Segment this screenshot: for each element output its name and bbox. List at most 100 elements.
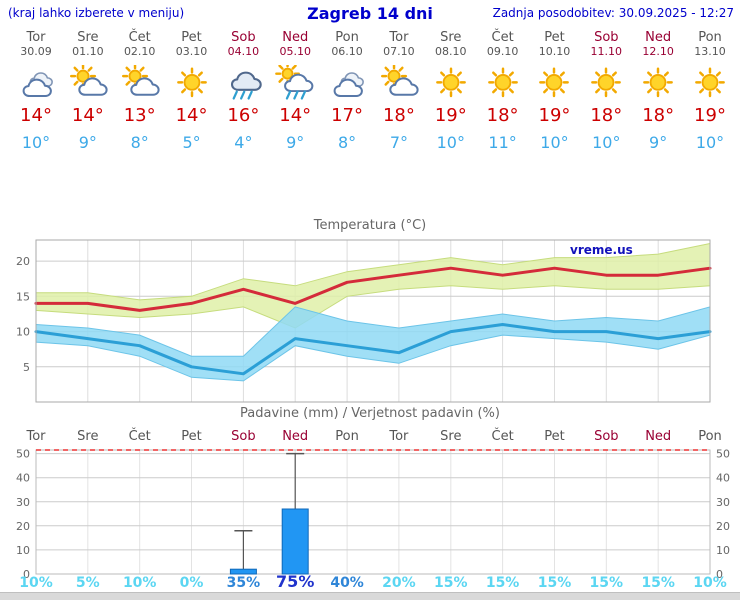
- weather-icon-sunny: [684, 58, 736, 104]
- precip-day-label: Pet: [181, 429, 201, 444]
- weather-icon-cloudy: [10, 58, 62, 104]
- precip-y-tick-left: 40: [16, 472, 30, 485]
- icon-svg: [176, 67, 207, 98]
- day-column-12[interactable]: Ned 12.10 18° 9°: [632, 30, 684, 152]
- temp-y-tick: 20: [16, 255, 30, 268]
- temp-max: 18°: [486, 105, 519, 126]
- precip-y-tick-left: 0: [23, 568, 30, 581]
- temperature-chart-title: Temperatura (°C): [313, 218, 427, 233]
- day-column-5[interactable]: Ned 05.10 14° 9°: [269, 30, 321, 152]
- temp-max: 14°: [175, 105, 208, 126]
- temperature-chart: 5 10 15 20 vreme.us: [0, 236, 740, 410]
- day-column-4[interactable]: Sob 04.10 16° 4°: [217, 30, 269, 152]
- temp-min: 10°: [21, 133, 51, 152]
- precip-bar: [281, 508, 309, 575]
- weather-icon-partly: [62, 58, 114, 104]
- day-date: 10.10: [538, 45, 571, 58]
- precip-y-tick-right: 10: [716, 544, 730, 557]
- temp-max: 18°: [642, 105, 675, 126]
- watermark-vreme-us[interactable]: vreme.us: [570, 243, 633, 257]
- temp-max: 19°: [434, 105, 467, 126]
- precipitation-chart: Tor Sre Čet Pet Sob Ned Pon Tor Sre Čet Pet Sob Ned P…: [0, 424, 740, 596]
- precip-y-tick-right: 20: [716, 520, 730, 533]
- day-date: 04.10: [227, 45, 260, 58]
- precip-day-label: Tor: [25, 429, 46, 444]
- page-header: (kraj lahko izberete v meniju) Zagreb 14…: [0, 0, 740, 28]
- day-column-8[interactable]: Sre 08.10 19° 10°: [425, 30, 477, 152]
- temp-min: 10°: [540, 133, 569, 152]
- temp-min: 10°: [436, 133, 465, 152]
- precip-probability: 40%: [330, 575, 364, 591]
- day-name: Čet: [491, 30, 514, 45]
- day-name: Ned: [645, 30, 672, 45]
- icon-svg: [487, 67, 518, 98]
- day-column-2[interactable]: Čet 02.10 13° 8°: [114, 30, 166, 152]
- temp-max: 14°: [71, 105, 104, 126]
- precip-y-tick-right: 40: [716, 472, 730, 485]
- day-column-7[interactable]: Tor 07.10 18° 7°: [373, 30, 425, 152]
- icon-svg: [539, 67, 570, 98]
- day-name: Tor: [26, 30, 46, 45]
- day-name: Tor: [389, 30, 409, 45]
- precip-probability: 15%: [641, 575, 675, 591]
- precip-day-label: Ned: [645, 429, 671, 444]
- precip-day-label: Sre: [440, 429, 461, 444]
- day-column-10[interactable]: Pet 10.10 19° 10°: [528, 30, 580, 152]
- temp-min: 9°: [286, 133, 305, 152]
- temp-max: 18°: [382, 105, 415, 126]
- day-column-13[interactable]: Pon 13.10 19° 10°: [684, 30, 736, 152]
- day-date: 06.10: [331, 45, 363, 58]
- forecast-days-row: Tor 30.09 14° 10° Sre 01.10 14° 9° Čet 02.10 13° 8°…: [0, 28, 740, 164]
- weather-icon-rain: [217, 58, 269, 104]
- day-column-3[interactable]: Pet 03.10 14° 5°: [166, 30, 218, 152]
- day-name: Sob: [231, 30, 256, 45]
- precip-probability: 15%: [590, 575, 624, 591]
- day-column-1[interactable]: Sre 01.10 14° 9°: [62, 30, 114, 152]
- precip-probability: 15%: [486, 575, 520, 591]
- precip-probability: 10%: [19, 575, 53, 591]
- horizontal-scrollbar[interactable]: [0, 592, 740, 600]
- precip-day-label: Čet: [129, 428, 151, 444]
- weather-icon-sunny: [477, 58, 529, 104]
- precip-y-tick-right: 30: [716, 496, 730, 509]
- day-date: 12.10: [642, 45, 674, 58]
- temp-min: 8°: [130, 133, 149, 152]
- temp-min: 10°: [592, 133, 621, 152]
- day-name: Ned: [282, 30, 309, 45]
- day-column-6[interactable]: Pon 06.10 17° 8°: [321, 30, 373, 152]
- temp-min: 7°: [389, 133, 409, 152]
- day-column-11[interactable]: Sob 11.10 18° 10°: [580, 30, 632, 152]
- precip-day-label: Sob: [594, 429, 618, 444]
- day-date: 02.10: [123, 45, 156, 58]
- day-column-9[interactable]: Čet 09.10 18° 11°: [477, 30, 529, 152]
- precip-y-tick-left: 30: [16, 496, 30, 509]
- precip-probability: 10%: [123, 575, 157, 591]
- temp-min: 4°: [234, 133, 253, 152]
- precip-probability: 5%: [76, 575, 100, 591]
- temp-max: 18°: [590, 105, 623, 126]
- weather-icon-sunny: [528, 58, 580, 104]
- weather-icon-sunny: [580, 58, 632, 104]
- temp-max: 19°: [694, 105, 726, 126]
- temp-min: 8°: [337, 133, 357, 152]
- day-date: 08.10: [435, 45, 467, 58]
- day-column-0[interactable]: Tor 30.09 14° 10°: [10, 30, 62, 152]
- temp-min: 9°: [78, 133, 97, 152]
- icon-svg: [333, 72, 364, 98]
- weather-icon-sunny: [425, 58, 477, 104]
- day-date: 09.10: [486, 45, 519, 58]
- icon-svg: [69, 63, 108, 96]
- icon-svg: [121, 63, 160, 96]
- day-date: 07.10: [383, 45, 415, 58]
- icon-svg: [591, 67, 622, 98]
- day-name: Sob: [594, 30, 619, 45]
- precip-y-tick-left: 20: [16, 520, 30, 533]
- temp-max: 19°: [538, 105, 571, 126]
- weather-icon-sunny: [632, 58, 684, 104]
- temp-min: 11°: [488, 133, 517, 152]
- temp-max: 13°: [123, 105, 156, 126]
- day-name: Pet: [181, 30, 202, 45]
- precip-probability: 15%: [538, 575, 572, 591]
- day-date: 30.09: [20, 45, 52, 58]
- weather-icon-partly: [373, 58, 425, 104]
